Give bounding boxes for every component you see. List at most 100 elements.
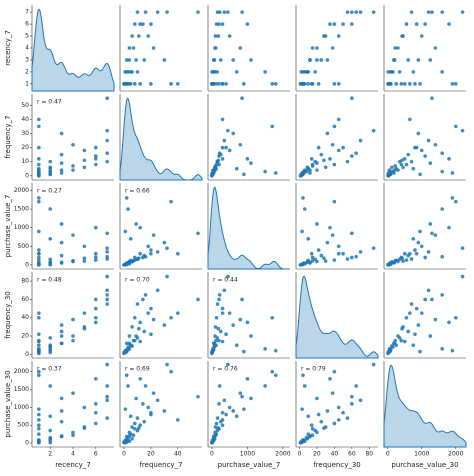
scatter-point (440, 169, 444, 174)
scatter-point (82, 426, 87, 430)
y-tick-label: 2 (25, 68, 29, 75)
scatter-point (240, 96, 244, 101)
scatter-point (418, 229, 422, 234)
scatter-point (132, 315, 137, 320)
scatter-point (59, 260, 64, 265)
x-axis-label: recency_7 (55, 461, 91, 469)
scatter-point (315, 168, 319, 172)
scatter-point (93, 421, 98, 426)
scatter-point (82, 148, 87, 153)
scatter-point (430, 297, 434, 302)
scatter-point (218, 58, 223, 62)
scatter-point (48, 237, 53, 241)
scatter-point (37, 229, 41, 234)
scatter-point (240, 297, 244, 302)
scatter-point (386, 263, 390, 267)
scatter-point (37, 343, 41, 347)
scatter-point (298, 263, 303, 267)
scatter-point (137, 426, 141, 430)
scatter-point (460, 128, 465, 133)
scatter-point (48, 350, 53, 355)
scatter-point (134, 334, 138, 338)
scatter-point (310, 427, 315, 431)
scatter-point (406, 58, 410, 62)
scatter-point (319, 152, 324, 157)
scatter-point (409, 10, 414, 14)
scatter-point (212, 70, 217, 74)
scatter-point (155, 250, 160, 254)
x-tick-label: 40 (174, 451, 182, 458)
scatter-point (126, 347, 130, 352)
scatter-point (142, 329, 146, 334)
scatter-point (124, 196, 129, 200)
scatter-point (392, 168, 397, 172)
scatter-point (440, 10, 444, 14)
scatter-point (138, 320, 142, 325)
scatter-point (406, 329, 410, 334)
scatter-point (399, 338, 404, 343)
y-tick-label: 0 (25, 172, 29, 179)
scatter-point (71, 334, 75, 338)
scatter-point (238, 46, 243, 50)
scatter-point (105, 151, 109, 156)
scatter-point (234, 70, 239, 74)
scatter-point (328, 377, 332, 381)
scatter-point (217, 293, 222, 297)
scatter-point (336, 34, 341, 38)
scatter-point (418, 349, 422, 354)
scatter-point (71, 168, 75, 172)
scatter-point (93, 306, 98, 311)
y-tick-label: 0 (25, 440, 29, 447)
scatter-point (322, 256, 326, 261)
scatter-point (316, 248, 321, 252)
scatter-point (143, 10, 148, 14)
scatter-point (393, 338, 398, 343)
scatter-point (402, 339, 407, 344)
scatter-point (71, 391, 75, 395)
scatter-point (234, 166, 239, 171)
correlation: r = 0.27 (37, 188, 62, 195)
scatter-point (217, 162, 221, 167)
scatter-point (48, 169, 53, 174)
scatter-point (196, 394, 200, 399)
scatter-point (358, 10, 363, 14)
x-tick-label: 1000 (414, 451, 429, 458)
scatter-point (413, 248, 417, 252)
scatter-point (37, 440, 41, 445)
scatter-point (214, 22, 219, 26)
scatter-point (308, 168, 312, 172)
scatter-point (212, 58, 217, 62)
scatter-point (416, 131, 421, 136)
scatter-point (350, 255, 354, 260)
scatter-point (105, 394, 109, 399)
scatter-point (212, 341, 217, 346)
scatter-point (305, 436, 310, 441)
x-tick-label: 0 (210, 451, 214, 458)
scatter-point (263, 384, 267, 388)
scatter-point (138, 423, 142, 428)
scatter-point (37, 162, 41, 167)
y-tick-label: 3 (25, 56, 29, 63)
scatter-point (371, 246, 376, 250)
scatter-point (196, 297, 200, 302)
scatter-point (409, 302, 414, 306)
scatter-point (428, 161, 433, 165)
scatter-point (216, 426, 221, 430)
scatter-point (59, 240, 64, 245)
scatter-point (408, 82, 412, 86)
scatter-point (162, 323, 167, 327)
scatter-point (176, 82, 180, 86)
scatter-point (165, 274, 169, 279)
scatter-point (392, 260, 397, 265)
x-tick-label: 6 (94, 451, 98, 458)
scatter-point (59, 222, 64, 226)
scatter-point (450, 171, 455, 175)
scatter-point (212, 168, 217, 172)
scatter-point (411, 70, 416, 74)
y-tick-label: 5 (25, 33, 29, 40)
y-axis-label: purchase_value_30 (4, 370, 12, 437)
scatter-point (227, 405, 232, 410)
scatter-point (151, 391, 156, 395)
scatter-point (196, 231, 200, 236)
scatter-point (447, 225, 451, 230)
